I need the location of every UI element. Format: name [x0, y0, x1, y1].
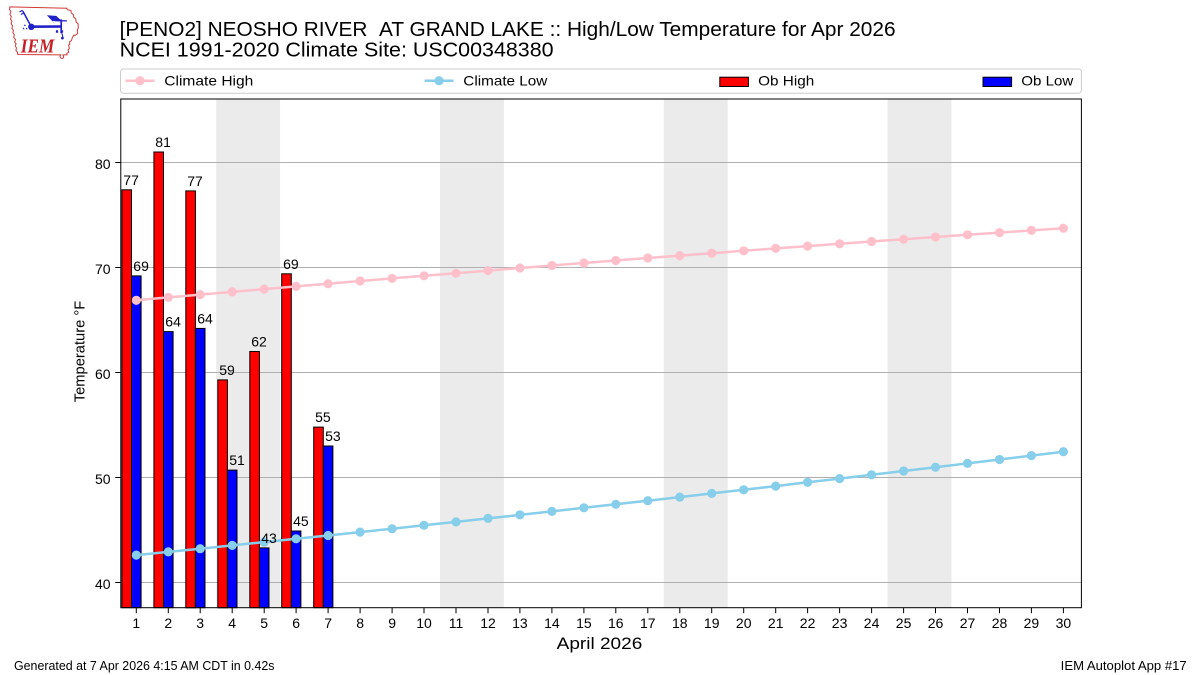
svg-text:28: 28 [992, 615, 1008, 631]
svg-text:Ob Low: Ob Low [1021, 72, 1074, 88]
svg-text:45: 45 [293, 513, 309, 529]
svg-text:3: 3 [196, 615, 204, 631]
svg-text:5: 5 [260, 615, 268, 631]
svg-text:14: 14 [544, 615, 560, 631]
svg-text:69: 69 [133, 258, 149, 274]
svg-text:24: 24 [864, 615, 880, 631]
svg-text:69: 69 [283, 256, 299, 272]
svg-text:Ob High: Ob High [758, 72, 814, 88]
svg-text:59: 59 [219, 362, 235, 378]
svg-text:Temperature °F: Temperature °F [73, 301, 89, 403]
svg-text:7: 7 [324, 615, 332, 631]
svg-text:[PENO2] NEOSHO RIVER AT GRAND: [PENO2] NEOSHO RIVER AT GRAND LAKE :: Hi… [120, 19, 896, 41]
svg-text:10: 10 [416, 615, 432, 631]
svg-text:55: 55 [315, 409, 331, 425]
svg-text:20: 20 [736, 615, 752, 631]
svg-text:6: 6 [292, 615, 300, 631]
svg-text:21: 21 [768, 615, 784, 631]
svg-text:8: 8 [356, 615, 364, 631]
svg-text:Climate Low: Climate Low [463, 72, 548, 88]
svg-text:12: 12 [480, 615, 496, 631]
svg-text:23: 23 [832, 615, 848, 631]
svg-text:1: 1 [132, 615, 140, 631]
svg-text:53: 53 [325, 428, 341, 444]
svg-text:11: 11 [449, 615, 464, 631]
svg-text:13: 13 [512, 615, 528, 631]
svg-text:30: 30 [1056, 615, 1072, 631]
svg-text:22: 22 [800, 615, 816, 631]
svg-text:2: 2 [164, 615, 172, 631]
svg-text:43: 43 [261, 530, 277, 546]
svg-text:77: 77 [123, 172, 139, 188]
svg-text:80: 80 [95, 156, 111, 172]
svg-text:62: 62 [251, 334, 267, 350]
svg-text:64: 64 [165, 314, 181, 330]
svg-text:17: 17 [640, 615, 656, 631]
svg-text:26: 26 [928, 615, 944, 631]
svg-text:Generated at 7 Apr 2026 4:15 A: Generated at 7 Apr 2026 4:15 AM CDT in 0… [14, 658, 275, 673]
svg-text:19: 19 [704, 615, 720, 631]
svg-text:15: 15 [576, 615, 592, 631]
svg-text:9: 9 [388, 615, 396, 631]
svg-text:64: 64 [197, 310, 213, 326]
svg-text:18: 18 [672, 615, 688, 631]
svg-text:Climate High: Climate High [164, 72, 253, 88]
svg-text:70: 70 [95, 261, 111, 277]
svg-text:4: 4 [228, 615, 236, 631]
svg-text:81: 81 [155, 134, 171, 150]
svg-text:29: 29 [1024, 615, 1040, 631]
svg-text:IEM: IEM [20, 35, 55, 57]
svg-text:40: 40 [95, 576, 111, 592]
svg-text:April 2026: April 2026 [557, 634, 643, 653]
svg-text:51: 51 [229, 452, 245, 468]
svg-text:16: 16 [608, 615, 624, 631]
svg-text:25: 25 [896, 615, 912, 631]
svg-text:IEM Autoplot App #17: IEM Autoplot App #17 [1061, 659, 1187, 673]
svg-text:27: 27 [960, 615, 976, 631]
svg-text:60: 60 [95, 366, 111, 382]
svg-text:77: 77 [187, 173, 203, 189]
svg-text:50: 50 [95, 471, 111, 487]
svg-text:NCEI 1991-2020 Climate Site: U: NCEI 1991-2020 Climate Site: USC00348380 [120, 39, 554, 61]
